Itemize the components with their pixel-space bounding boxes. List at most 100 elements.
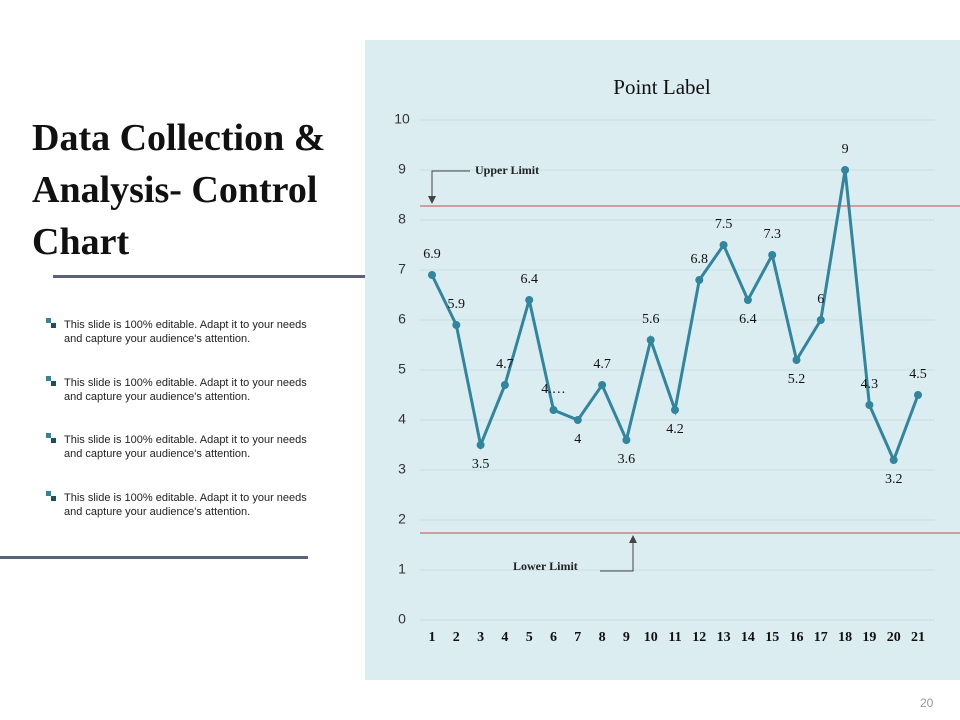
x-tick-label: 5 (526, 630, 533, 645)
bullet-icon (46, 490, 56, 501)
data-label: 4.7 (593, 357, 611, 372)
slide-title: Data Collection & Analysis- Control Char… (32, 117, 326, 263)
data-point (889, 456, 898, 464)
divider (0, 556, 308, 559)
data-point (743, 296, 752, 304)
data-label: 4.… (541, 382, 566, 397)
y-tick-label: 10 (394, 111, 410, 127)
annotation-arrow (600, 537, 634, 572)
y-tick-label: 5 (398, 361, 406, 377)
x-tick-label: 7 (574, 630, 581, 645)
bullet-list: This slide is 100% editable. Adapt it to… (46, 318, 326, 548)
data-point (549, 406, 558, 414)
data-label: 3.2 (885, 472, 903, 487)
data-label: 9 (842, 142, 849, 157)
y-tick-label: 3 (398, 461, 406, 477)
data-label: 4.2 (666, 422, 684, 437)
data-label: 7.3 (763, 227, 781, 242)
data-label: 3.5 (472, 457, 490, 472)
x-tick-label: 8 (599, 630, 606, 645)
x-tick-label: 6 (550, 630, 557, 645)
y-tick-label: 4 (398, 411, 406, 427)
x-tick-label: 1 (429, 630, 436, 645)
data-point (476, 441, 485, 449)
chart-background (365, 40, 960, 680)
data-point (622, 436, 631, 444)
data-label: 5.6 (642, 312, 660, 327)
bullet-text: This slide is 100% editable. Adapt it to… (64, 319, 307, 345)
annotation-arrow (431, 170, 470, 202)
data-point (500, 381, 509, 389)
data-point (671, 406, 679, 414)
bullet: This slide is 100% editable. Adapt it to… (46, 490, 326, 534)
limit-label: Lower Limit (513, 559, 578, 573)
x-tick-label: 21 (911, 630, 925, 645)
x-tick-label: 12 (692, 630, 706, 645)
data-point (768, 251, 777, 259)
bullet-text: This slide is 100% editable. Adapt it to… (64, 376, 307, 403)
chart-title: Point Label (613, 75, 711, 99)
data-label: 6.8 (691, 252, 709, 267)
x-tick-label: 17 (814, 630, 828, 645)
data-label: 6 (817, 292, 824, 307)
data-label: 4 (574, 432, 581, 447)
data-point (695, 276, 704, 284)
x-tick-label: 15 (765, 630, 779, 645)
data-label: 4.7 (496, 357, 514, 372)
data-point (914, 391, 922, 399)
page-number: 20 (920, 696, 934, 710)
data-label: 6.9 (423, 247, 441, 262)
bullet: This slide is 100% editable. Adapt it to… (46, 318, 326, 361)
x-tick-label: 16 (790, 630, 804, 645)
data-point (598, 381, 607, 389)
data-point (865, 401, 874, 409)
x-tick-label: 3 (477, 630, 484, 645)
x-tick-label: 9 (623, 630, 630, 645)
y-tick-label: 8 (398, 211, 406, 227)
data-label: 4.3 (861, 377, 879, 392)
arrow-head (428, 196, 436, 204)
x-tick-label: 11 (668, 630, 681, 645)
x-tick-label: 14 (741, 630, 755, 645)
x-tick-label: 4 (501, 630, 508, 645)
data-label: 6.4 (739, 312, 757, 327)
data-point (841, 166, 850, 174)
data-point (646, 336, 655, 344)
data-point (525, 296, 534, 304)
limit-label: Upper Limit (475, 163, 539, 177)
arrow-head (629, 535, 637, 543)
data-point (452, 321, 461, 329)
x-tick-label: 13 (717, 630, 731, 645)
y-tick-label: 2 (398, 511, 406, 527)
data-point (428, 271, 436, 279)
data-label: 6.4 (520, 272, 538, 287)
data-label: 5.2 (788, 372, 806, 387)
data-point (719, 241, 728, 249)
data-label: 3.6 (618, 452, 636, 467)
x-tick-label: 18 (838, 630, 852, 645)
y-tick-label: 7 (398, 261, 406, 277)
bullet: This slide is 100% editable. Adapt it to… (46, 375, 326, 419)
y-tick-label: 9 (398, 161, 406, 177)
x-tick-label: 2 (453, 630, 460, 645)
bullet-text: This slide is 100% editable. Adapt it to… (64, 491, 307, 518)
data-label: 4.5 (909, 367, 927, 382)
data-label: 7.5 (715, 217, 733, 232)
x-tick-label: 10 (644, 630, 658, 645)
data-point (792, 356, 801, 364)
data-point (573, 416, 582, 424)
data-label: 5.9 (448, 297, 466, 312)
y-tick-label: 1 (398, 561, 406, 577)
y-tick-label: 0 (398, 611, 406, 627)
y-tick-label: 6 (398, 311, 406, 327)
bullet: This slide is 100% editable. Adapt it to… (46, 433, 326, 476)
x-tick-label: 20 (887, 630, 901, 645)
x-tick-label: 19 (862, 630, 876, 645)
bullet-icon (46, 433, 56, 443)
divider (53, 275, 380, 278)
data-point (816, 316, 825, 324)
bullet-icon (46, 318, 56, 328)
bullet-text: This slide is 100% editable. Adapt it to… (64, 434, 307, 460)
